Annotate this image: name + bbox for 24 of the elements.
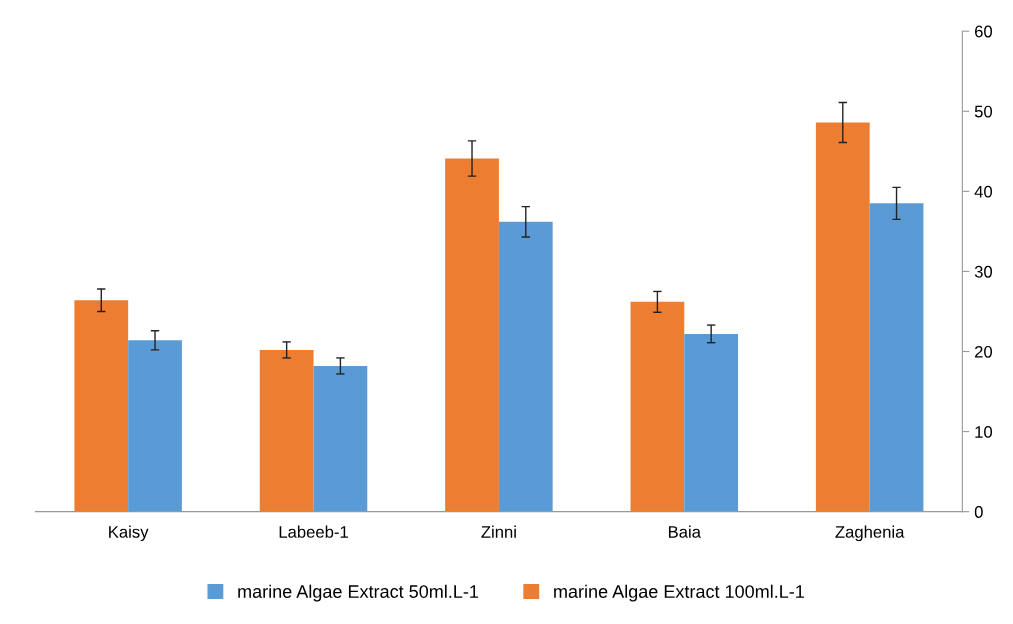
legend-label: marine Algae Extract 50ml.L-1 <box>238 584 479 602</box>
bar <box>74 300 129 512</box>
x-tick-label: Labeeb-1 <box>279 525 348 538</box>
y-tick-label: 10 <box>975 426 993 438</box>
x-tick-label: Kaisy <box>109 525 149 542</box>
bar <box>869 203 924 512</box>
bar <box>630 301 685 512</box>
x-tick-label: Baia <box>668 525 701 538</box>
bar <box>313 365 368 512</box>
y-tick-label: 0 <box>974 506 983 518</box>
x-tick-label: Zinni <box>481 525 516 538</box>
x-tick-label: Zaghenia <box>835 525 905 542</box>
legend-label: marine Algae Extract 100ml.L-1 <box>554 584 804 602</box>
y-tick-label: 50 <box>974 105 993 118</box>
y-tick-label: 60 <box>975 25 993 38</box>
bar <box>128 340 182 512</box>
bar <box>498 221 553 512</box>
y-tick-label: 40 <box>974 185 993 198</box>
bar <box>815 122 870 512</box>
y-tick-label: 20 <box>974 345 993 358</box>
bar <box>684 333 739 512</box>
bar <box>259 349 314 512</box>
y-tick-label: 30 <box>974 265 993 278</box>
bar <box>445 158 499 512</box>
